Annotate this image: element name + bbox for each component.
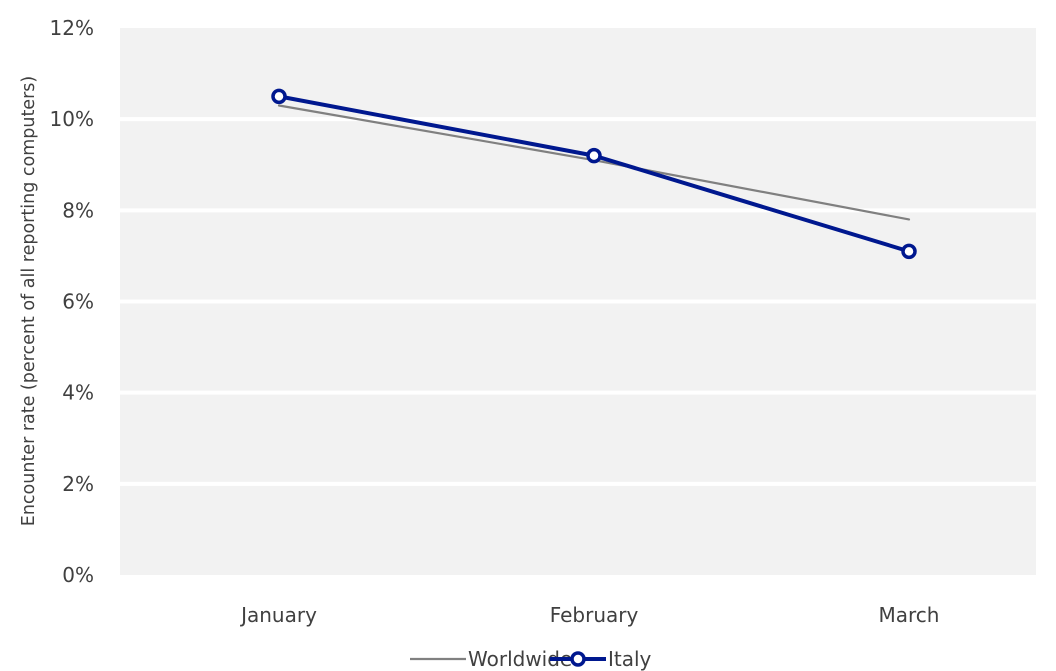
y-tick-label: 12% [50,16,94,40]
legend-label: Italy [608,647,652,671]
x-axis-ticks: January February March [239,603,939,627]
data-point [271,88,287,105]
y-tick-label: 6% [62,290,94,314]
x-tick-label: February [550,603,639,627]
series-italy [271,88,917,260]
data-point [586,147,602,164]
y-tick-label: 10% [50,107,94,131]
x-tick-label: January [239,603,317,627]
y-axis-title: Encounter rate (percent of all reporting… [19,76,39,526]
y-tick-label: 8% [62,198,94,222]
x-tick-label: March [879,603,940,627]
series-lines [271,88,917,260]
data-point [901,243,917,260]
gridlines [120,117,1036,486]
y-axis-ticks: 0% 2% 4% 6% 8% 10% 12% [50,16,94,587]
legend: Worldwide Italy [410,647,652,671]
legend-item-italy: Italy [550,647,652,671]
legend-item-worldwide: Worldwide [410,647,572,671]
y-tick-label: 0% [62,563,94,587]
legend-marker [570,651,586,667]
y-tick-label: 4% [62,381,94,405]
y-tick-label: 2% [62,472,94,496]
